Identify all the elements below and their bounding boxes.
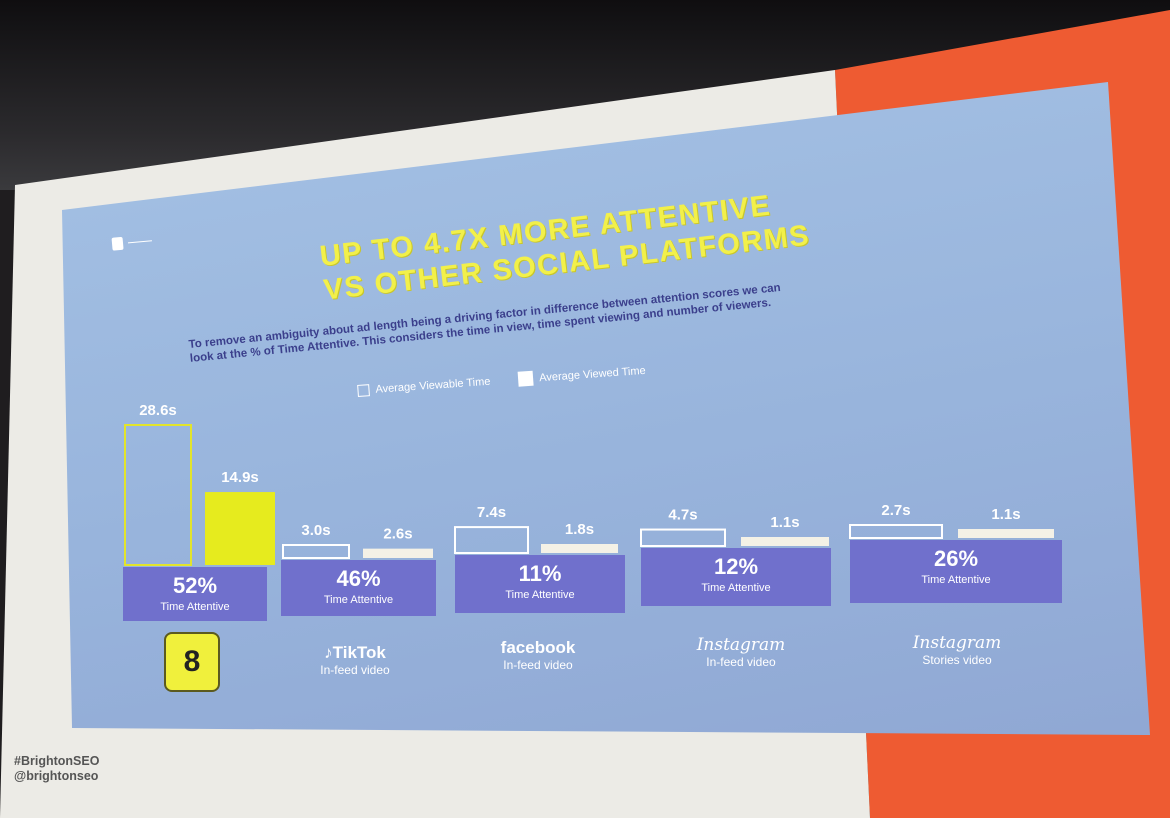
time-attentive-label-3: Time Attentive (701, 582, 770, 594)
bar-viewable-4 (849, 524, 943, 539)
hashtag-text: #BrightonSEO (14, 754, 100, 768)
value-label-viewed-4: 1.1s (991, 506, 1020, 523)
event-hashtag: #BrightonSEO @brightonseo (14, 754, 99, 784)
bar-viewable-1 (282, 544, 350, 559)
bar-viewed-2 (541, 544, 618, 553)
value-label-viewable-1: 3.0s (301, 522, 330, 539)
bar-viewed-0 (205, 492, 275, 565)
time-attentive-band-0 (123, 567, 267, 621)
time-attentive-label-1: Time Attentive (324, 594, 393, 606)
time-attentive-percent-1: 46% (336, 566, 380, 591)
handle-text: @brightonseo (14, 769, 99, 783)
time-attentive-band-1 (281, 560, 436, 616)
bar-viewable-0 (124, 424, 192, 566)
bar-viewed-3 (741, 537, 829, 546)
time-attentive-band-4 (850, 540, 1062, 603)
value-label-viewable-0: 28.6s (139, 402, 177, 419)
value-label-viewable-3: 4.7s (668, 507, 697, 524)
bar-viewed-1 (363, 548, 433, 558)
value-label-viewable-4: 2.7s (881, 502, 910, 519)
time-attentive-percent-4: 26% (934, 546, 978, 571)
time-attentive-label-4: Time Attentive (921, 574, 990, 586)
time-attentive-percent-2: 11% (519, 561, 562, 586)
time-attentive-percent-3: 12% (714, 554, 758, 579)
value-label-viewed-1: 2.6s (383, 526, 412, 543)
time-attentive-label-2: Time Attentive (505, 589, 574, 601)
bar-viewable-2 (454, 526, 529, 554)
value-label-viewed-3: 1.1s (770, 514, 799, 531)
time-attentive-percent-0: 52% (173, 573, 217, 598)
time-attentive-band-3 (641, 548, 831, 606)
value-label-viewable-2: 7.4s (477, 504, 506, 521)
value-label-viewed-0: 14.9s (221, 469, 259, 486)
value-label-viewed-2: 1.8s (565, 521, 594, 538)
time-attentive-band-2 (455, 555, 625, 613)
bar-viewed-4 (958, 529, 1054, 538)
time-attentive-label-0: Time Attentive (160, 601, 229, 613)
bar-viewable-3 (640, 528, 726, 547)
